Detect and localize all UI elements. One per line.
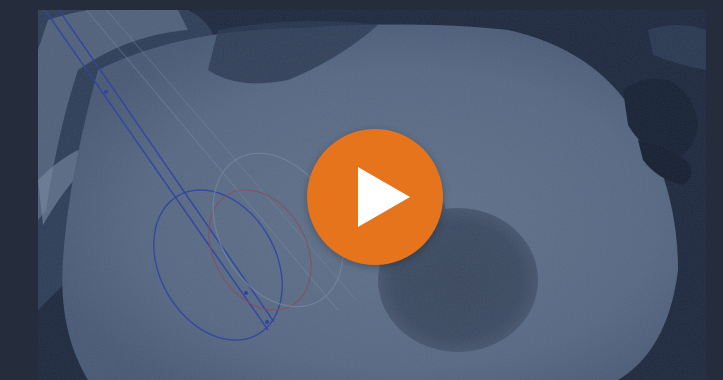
play-button[interactable] xyxy=(307,129,443,265)
video-player[interactable] xyxy=(38,10,706,380)
play-icon xyxy=(358,167,410,227)
